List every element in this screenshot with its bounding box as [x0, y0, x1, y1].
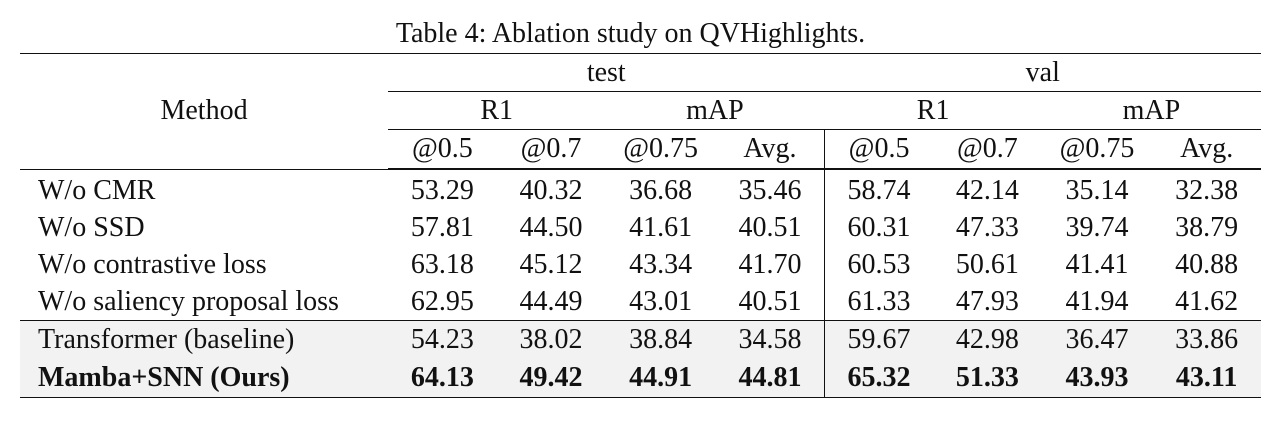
metric-header: @0.75: [605, 129, 716, 169]
table-caption: Table 4: Ablation study on QVHighlights.: [395, 18, 866, 49]
table-row-baseline: Transformer (baseline) 54.23 38.02 38.84…: [20, 320, 1261, 358]
cell-value: 42.14: [955, 174, 1019, 206]
cell-value: 49.42: [496, 358, 606, 398]
cell-value: 50.61: [955, 248, 1019, 280]
metric-header: @0.7: [933, 129, 1042, 169]
cell-value: 45.12: [519, 248, 583, 280]
cell-value: 43.93: [1041, 358, 1153, 398]
group-header-test-r1: R1: [388, 91, 606, 130]
cell-value: 44.49: [496, 283, 606, 321]
cell-value: 65.32: [824, 358, 934, 398]
table-row: W/o contrastive loss 63.18 45.12 43.34 4…: [20, 246, 1261, 283]
row-method: Mamba+SNN (Ours): [20, 358, 389, 398]
metric-header: @0.5: [824, 129, 934, 169]
cell-value: 33.86: [1152, 320, 1261, 358]
cell-value: 32.38: [1175, 174, 1239, 206]
cell-value: 57.81: [410, 211, 474, 243]
metric-header: @0.5: [388, 129, 497, 169]
cell-value: 44.81: [715, 358, 825, 398]
row-method: W/o CMR: [38, 174, 156, 206]
cell-value: 60.53: [824, 246, 934, 283]
split-header-val: val: [824, 53, 1261, 92]
table-row-ours: Mamba+SNN (Ours) 64.13 49.42 44.91 44.81…: [20, 358, 1261, 398]
cell-value: 41.70: [738, 248, 802, 280]
ablation-table: Method test val R1 mAP R1 mAP @0.5 @0.7 …: [20, 53, 1261, 398]
cell-value: 38.02: [496, 320, 606, 358]
cell-value: 35.46: [738, 174, 802, 206]
row-method: Transformer (baseline): [20, 320, 389, 358]
cell-value: 36.47: [1041, 320, 1153, 358]
row-method: W/o SSD: [38, 211, 145, 243]
cell-value: 40.88: [1175, 248, 1239, 280]
cell-value: 40.51: [715, 283, 825, 321]
cell-value: 40.51: [738, 211, 802, 243]
cell-value: 42.98: [933, 320, 1042, 358]
table-row: W/o CMR 53.29 40.32 36.68 35.46 58.74 42…: [20, 169, 1261, 209]
cell-value: 38.79: [1175, 211, 1239, 243]
row-method: W/o contrastive loss: [38, 248, 267, 280]
group-header-test-map: mAP: [605, 91, 825, 130]
cell-value: 43.34: [629, 248, 693, 280]
cell-value: 59.67: [824, 320, 934, 358]
row-method: W/o saliency proposal loss: [20, 283, 389, 321]
cell-value: 58.74: [824, 169, 934, 209]
cell-value: 38.84: [605, 320, 716, 358]
metric-header: Avg.: [1152, 129, 1261, 169]
metric-header: Avg.: [715, 129, 825, 169]
cell-value: 40.32: [519, 174, 583, 206]
cell-value: 62.95: [388, 283, 497, 321]
cell-value: 64.13: [388, 358, 497, 398]
cell-value: 47.93: [933, 283, 1042, 321]
header-row-splits: Method test val: [20, 53, 1261, 169]
cell-value: 44.91: [605, 358, 716, 398]
cell-value: 51.33: [933, 358, 1042, 398]
cell-value: 39.74: [1065, 211, 1129, 243]
group-header-val-map: mAP: [1041, 91, 1261, 130]
group-header-val-r1: R1: [824, 91, 1042, 130]
cell-value: 34.58: [715, 320, 825, 358]
metric-header: @0.75: [1041, 129, 1153, 169]
cell-value: 43.11: [1152, 358, 1261, 398]
table-row: W/o SSD 57.81 44.50 41.61 40.51 60.31 47…: [20, 209, 1261, 246]
cell-value: 41.94: [1041, 283, 1153, 321]
cell-value: 41.61: [629, 211, 693, 243]
cell-value: 47.33: [955, 211, 1019, 243]
cell-value: 44.50: [519, 211, 583, 243]
cell-value: 63.18: [410, 248, 474, 280]
method-header: Method: [20, 53, 389, 169]
cell-value: 60.31: [824, 209, 934, 246]
header-row-groups: R1 mAP R1 mAP: [20, 91, 1261, 130]
cell-value: 61.33: [824, 283, 934, 321]
metric-header: @0.7: [496, 129, 606, 169]
cell-value: 43.01: [605, 283, 716, 321]
table-row: W/o saliency proposal loss 62.95 44.49 4…: [20, 283, 1261, 321]
cell-value: 41.62: [1152, 283, 1261, 321]
split-header-test: test: [388, 53, 825, 92]
header-row-metrics: @0.5 @0.7 @0.75 Avg. @0.5 @0.7 @0.75 Avg…: [20, 129, 1261, 169]
cell-value: 36.68: [629, 174, 693, 206]
cell-value: 41.41: [1065, 248, 1129, 280]
cell-value: 35.14: [1065, 174, 1129, 206]
cell-value: 53.29: [410, 174, 474, 206]
cell-value: 54.23: [388, 320, 497, 358]
